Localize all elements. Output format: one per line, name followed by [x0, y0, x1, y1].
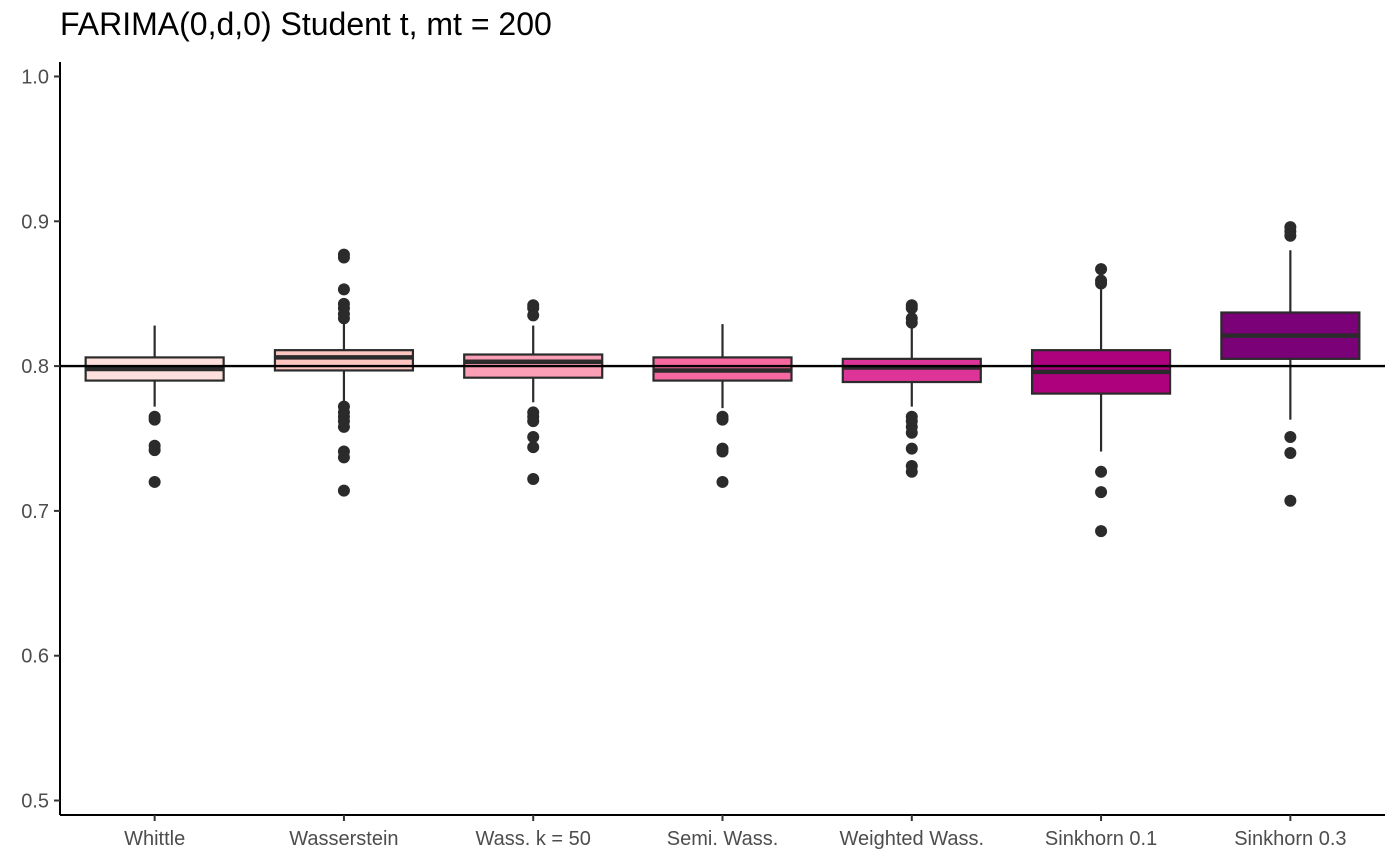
x-tick-label: Wasserstein — [289, 828, 398, 850]
box-series — [84, 221, 1361, 538]
x-tick-label: Sinkhorn 0.3 — [1234, 828, 1346, 850]
box-group — [84, 325, 225, 488]
outlier-point — [527, 431, 540, 444]
outlier-point — [1095, 263, 1108, 276]
y-tick-label: 1.0 — [21, 66, 49, 88]
outlier-point — [1095, 465, 1108, 478]
y-tick-label: 0.5 — [21, 791, 49, 813]
outlier-point — [527, 473, 540, 486]
box-group — [1030, 263, 1172, 538]
x-tick-label: Wass. k = 50 — [476, 828, 591, 850]
x-tick-label: Whittle — [124, 828, 185, 850]
outlier-point — [1284, 229, 1297, 242]
outlier-point — [337, 451, 350, 464]
y-tick-label: 0.8 — [21, 356, 49, 378]
x-tick-label: Weighted Wass. — [840, 828, 985, 850]
y-tick-label: 0.9 — [21, 211, 49, 233]
outlier-point — [905, 302, 918, 315]
outlier-point — [1284, 494, 1297, 507]
chart-title: FARIMA(0,d,0) Student t, mt = 200 — [60, 6, 552, 42]
outlier-point — [716, 475, 729, 488]
box-group — [273, 248, 415, 497]
outlier-point — [1095, 486, 1108, 499]
outlier-point — [148, 413, 161, 426]
outlier-point — [716, 445, 729, 458]
outlier-point — [337, 420, 350, 433]
box-iqr — [273, 349, 415, 372]
outlier-point — [337, 283, 350, 296]
outlier-point — [905, 465, 918, 478]
outlier-point — [337, 251, 350, 264]
outlier-point — [1284, 446, 1297, 459]
outlier-point — [527, 441, 540, 454]
box-group — [463, 299, 604, 486]
box-iqr — [841, 357, 982, 384]
outlier-point — [148, 475, 161, 488]
outlier-point — [337, 312, 350, 325]
outlier-point — [527, 309, 540, 322]
outlier-point — [905, 316, 918, 329]
outlier-point — [337, 484, 350, 497]
outlier-point — [905, 442, 918, 455]
box-group — [1220, 221, 1361, 507]
outlier-point — [1095, 525, 1108, 538]
x-tick-label: Semi. Wass. — [667, 828, 779, 850]
y-tick-label: 0.7 — [21, 501, 49, 523]
outlier-point — [716, 413, 729, 426]
outlier-point — [905, 426, 918, 439]
y-axis: 0.5 0.6 0.7 0.8 0.9 1.0 — [21, 62, 61, 815]
box-group — [652, 324, 793, 488]
outlier-point — [1095, 277, 1108, 290]
outlier-point — [1284, 431, 1297, 444]
y-tick-label: 0.6 — [21, 646, 49, 668]
box-group — [841, 299, 982, 478]
x-tick-label: Sinkhorn 0.1 — [1045, 828, 1157, 850]
outlier-point — [148, 444, 161, 457]
outlier-point — [527, 415, 540, 428]
x-axis: Whittle Wasserstein Wass. k = 50 Semi. Wass… — [60, 814, 1385, 850]
